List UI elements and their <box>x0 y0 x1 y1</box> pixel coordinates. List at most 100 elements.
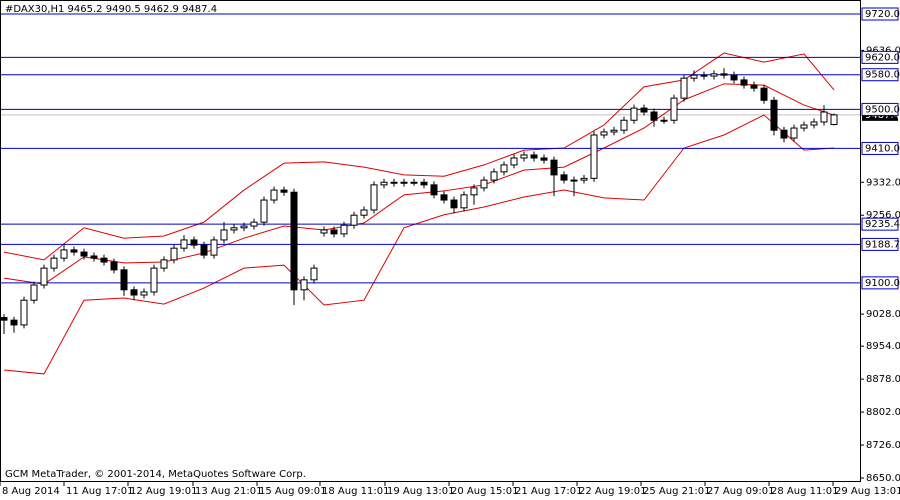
level-label: 9580.0 <box>865 70 900 81</box>
candle-body <box>80 251 88 257</box>
candle-body <box>300 279 308 291</box>
level-label: 9235.4 <box>865 219 900 230</box>
candle-body <box>800 124 808 129</box>
candle-body <box>50 257 58 269</box>
level-label: 9100.0 <box>865 278 900 289</box>
candle-body <box>290 191 298 291</box>
candle-body <box>240 225 248 229</box>
band-line <box>3 114 835 375</box>
candle-body <box>420 181 428 186</box>
x-tick-label: 8 Aug 2014 <box>2 486 60 497</box>
x-tick-label: 27 Aug 09:01 <box>707 486 774 497</box>
candle-body <box>220 229 228 241</box>
candle-body <box>230 227 238 231</box>
candle-body <box>440 194 448 201</box>
y-tick-label: 8726.0 <box>866 440 900 451</box>
x-tick-label: 11 Aug 17:01 <box>66 486 133 497</box>
candle-body <box>40 267 48 286</box>
candle-body <box>400 181 408 184</box>
level-box <box>861 276 899 290</box>
candle-body <box>650 111 658 121</box>
plot-frame <box>0 0 861 482</box>
candle-body <box>710 73 718 77</box>
candle-body <box>190 239 198 246</box>
x-tick-label: 15 Aug 09:01 <box>259 486 326 497</box>
level-box <box>861 7 899 21</box>
candle-body <box>790 127 798 139</box>
candle-body <box>430 184 438 196</box>
candle-body <box>700 74 708 77</box>
level-box <box>861 237 899 251</box>
y-tick-label: 9332.0 <box>866 177 900 188</box>
candle-body <box>210 239 218 256</box>
x-tick-label: 12 Aug 19:01 <box>130 486 197 497</box>
candle-body <box>200 244 208 256</box>
candle-body <box>580 177 588 181</box>
level-box <box>861 68 899 82</box>
candle-body <box>520 154 528 159</box>
candle-body <box>760 87 768 101</box>
candle-body <box>170 247 178 261</box>
candle-body <box>370 184 378 211</box>
candle-body <box>660 119 668 122</box>
candle-body <box>820 111 828 123</box>
x-tick-label: 20 Aug 15:01 <box>451 486 518 497</box>
candle-body <box>770 99 778 131</box>
candle-body <box>130 289 138 296</box>
candle-body <box>350 214 358 226</box>
x-tick-label: 28 Aug 11:01 <box>771 486 838 497</box>
x-tick-label: 13 Aug 21:01 <box>195 486 262 497</box>
x-tick-label: 21 Aug 17:01 <box>515 486 582 497</box>
level-box <box>861 50 899 64</box>
x-tick-label: 18 Aug 11:01 <box>322 486 389 497</box>
candle-body <box>270 189 278 201</box>
candle-body <box>70 249 78 253</box>
y-tick-label: 8650.0 <box>866 473 900 484</box>
candle-body <box>450 199 458 209</box>
candle-body <box>500 164 508 173</box>
candle-body <box>330 229 338 235</box>
candle-body <box>680 77 688 99</box>
y-tick-label: 9256.0 <box>866 210 900 221</box>
candle-body <box>830 114 838 125</box>
candle-body <box>30 284 38 301</box>
candle-body <box>480 179 488 189</box>
candle-body <box>310 267 318 281</box>
candle-body <box>630 107 638 121</box>
candle-body <box>390 181 398 184</box>
candle-body <box>10 319 18 326</box>
level-box <box>861 141 899 155</box>
candle-body <box>610 129 618 133</box>
candle-body <box>110 261 118 271</box>
candle-body <box>560 174 568 181</box>
credit: GCM MetaTrader, © 2001-2014, MetaQuotes … <box>5 469 306 480</box>
plot-area <box>0 13 860 375</box>
candle-body <box>20 299 28 326</box>
level-label: 9188.7 <box>865 239 900 250</box>
candle-body <box>780 129 788 139</box>
band-line <box>3 83 835 285</box>
band-line <box>3 52 835 261</box>
candle-body <box>140 291 148 296</box>
level-box <box>861 217 899 231</box>
candle-body <box>340 224 348 235</box>
candle-body <box>640 107 648 113</box>
level-label: 9620.0 <box>865 52 900 63</box>
y-tick-label: 9028.0 <box>866 309 900 320</box>
x-tick-label: 25 Aug 21:01 <box>643 486 710 497</box>
chart-title: #DAX30,H1 9465.2 9490.5 9462.9 9487.4 <box>5 4 217 15</box>
candle-body <box>720 73 728 76</box>
candle-body <box>530 154 538 159</box>
candle-body <box>160 259 168 269</box>
candle-body <box>280 189 288 193</box>
y-tick-label: 8878.0 <box>866 374 900 385</box>
candle-body <box>490 171 498 181</box>
candle-body <box>600 131 608 136</box>
candle-body <box>810 121 818 126</box>
candle-body <box>670 97 678 121</box>
candle-body <box>100 257 108 263</box>
candle-body <box>620 119 628 131</box>
candle-body <box>60 249 68 259</box>
